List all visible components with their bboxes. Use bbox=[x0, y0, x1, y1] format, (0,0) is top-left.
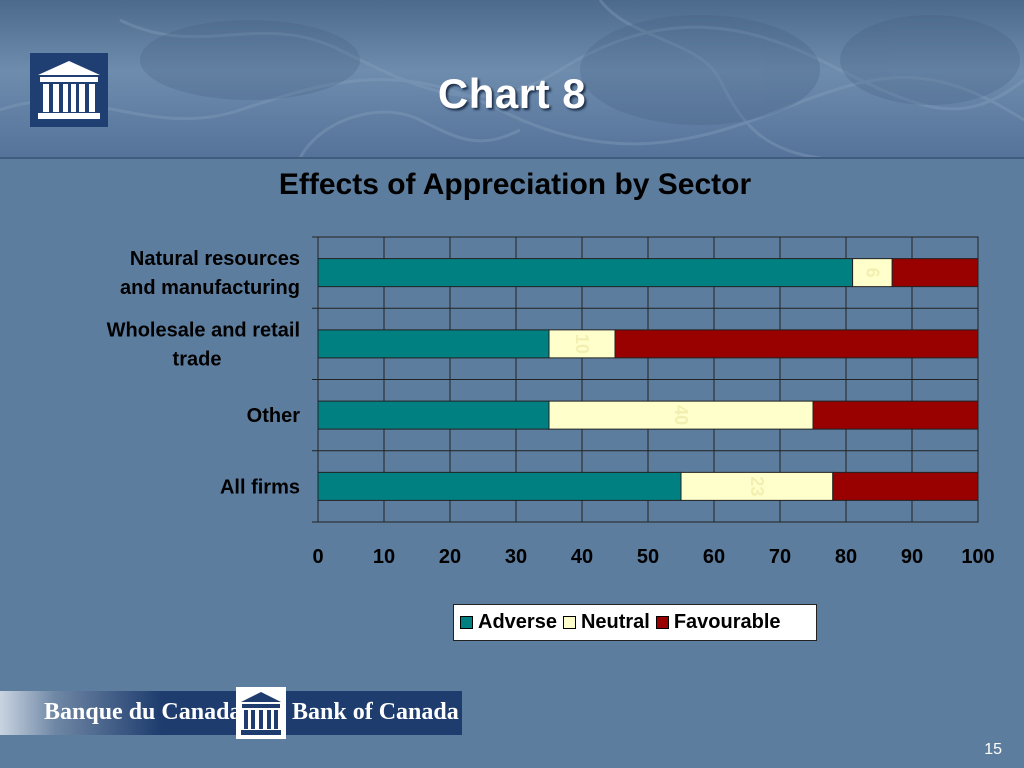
legend-label-adverse: Adverse bbox=[478, 611, 557, 633]
page-number: 15 bbox=[984, 741, 1002, 758]
category-label: All firms bbox=[220, 476, 300, 498]
footer-text-french: Banque du Canada bbox=[44, 699, 242, 725]
x-tick-label: 70 bbox=[769, 546, 791, 568]
x-tick-label: 60 bbox=[703, 546, 725, 568]
bar-neutral bbox=[852, 258, 893, 288]
legend-item-neutral: Neutral bbox=[562, 611, 650, 634]
x-tick-label: 100 bbox=[961, 546, 994, 568]
bar-favourable bbox=[812, 400, 979, 430]
chart-title: Effects of Appreciation by Sector bbox=[278, 168, 752, 201]
data-label: 6 bbox=[862, 268, 882, 278]
legend-swatch-favourable bbox=[655, 616, 669, 629]
x-tick-label: 30 bbox=[505, 546, 527, 568]
x-tick-label: 20 bbox=[439, 546, 461, 568]
category-label: Wholesale and retail bbox=[107, 319, 300, 341]
bar-adverse bbox=[317, 258, 854, 288]
category-label: and manufacturing bbox=[120, 277, 300, 299]
data-label: 23 bbox=[747, 476, 767, 496]
slide-title: Chart 8 bbox=[437, 70, 587, 117]
header-banner bbox=[0, 0, 1024, 158]
bank-building-icon bbox=[30, 53, 108, 127]
legend-item-favourable: Favourable bbox=[655, 611, 781, 634]
legend-swatch-neutral bbox=[562, 616, 576, 629]
bar-neutral bbox=[680, 471, 834, 501]
x-tick-label: 80 bbox=[835, 546, 857, 568]
data-label: 10 bbox=[572, 334, 592, 354]
data-label: 40 bbox=[671, 405, 691, 425]
x-tick-label: 40 bbox=[571, 546, 593, 568]
footer-banner: Banque du Canada Bank of Canada bbox=[0, 687, 462, 739]
legend-label-favourable: Favourable bbox=[673, 611, 781, 633]
category-label: trade bbox=[173, 348, 222, 370]
category-label: Other bbox=[247, 405, 301, 427]
bar-neutral bbox=[548, 329, 616, 359]
legend-item-adverse: Adverse bbox=[460, 611, 557, 634]
engraving-texture bbox=[0, 0, 1024, 158]
stacked-bar-chart: 0 10 20 30 40 50 60 70 80 90 100 Natural resources a… bbox=[107, 236, 995, 568]
footer-text-english: Bank of Canada bbox=[292, 699, 459, 725]
bar-adverse bbox=[317, 400, 550, 430]
bar-favourable bbox=[832, 471, 979, 501]
x-tick-label: 0 bbox=[312, 546, 323, 568]
x-tick-label: 90 bbox=[901, 546, 923, 568]
bar-favourable bbox=[614, 329, 979, 359]
legend-label-neutral: Neutral bbox=[580, 611, 650, 633]
header-divider bbox=[0, 157, 1024, 159]
legend-swatch-adverse bbox=[460, 616, 473, 629]
category-label: Natural resources bbox=[130, 248, 300, 270]
x-tick-label: 10 bbox=[373, 546, 395, 568]
chart-legend: Adverse Neutral Favourable bbox=[453, 604, 817, 641]
bar-adverse bbox=[317, 329, 550, 359]
bar-adverse bbox=[317, 471, 682, 501]
bank-building-icon bbox=[236, 687, 286, 739]
x-tick-label: 50 bbox=[637, 546, 659, 568]
bar-favourable bbox=[891, 258, 979, 288]
